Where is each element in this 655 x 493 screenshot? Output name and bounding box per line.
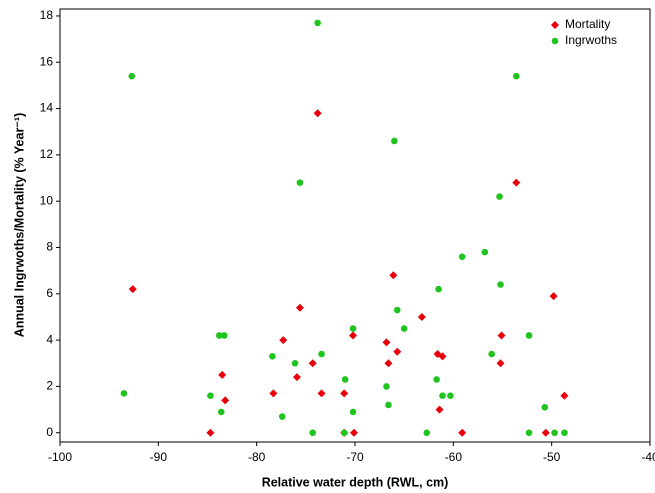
- point: [512, 72, 520, 80]
- point: [438, 352, 447, 361]
- x-tick-label: -40: [641, 450, 655, 464]
- point: [128, 72, 136, 80]
- y-tick-label: 8: [46, 240, 53, 254]
- y-axis-label: Annual Ingrwoths/Mortality (% Year⁻¹): [12, 113, 26, 337]
- point: [216, 332, 223, 339]
- point: [218, 370, 227, 379]
- point: [525, 429, 533, 437]
- point: [458, 253, 466, 261]
- point: [296, 179, 304, 186]
- point: [433, 376, 440, 383]
- point: [292, 373, 301, 382]
- x-axis-label: Relative water depth (RWL, cm): [262, 475, 449, 489]
- legend-label: Ingrwoths: [565, 33, 617, 47]
- point: [340, 389, 349, 398]
- point: [384, 359, 393, 368]
- point: [551, 429, 558, 437]
- point: [496, 359, 505, 368]
- x-tick-label: -50: [543, 450, 561, 464]
- point: [549, 292, 558, 301]
- point: [221, 396, 230, 405]
- point: [423, 429, 431, 437]
- point: [278, 413, 286, 420]
- x-tick-label: -60: [445, 450, 463, 464]
- y-tick-label: 0: [46, 425, 53, 439]
- point: [349, 325, 357, 332]
- point: [341, 376, 349, 383]
- legend-marker: [551, 21, 559, 29]
- y-tick-label: 12: [40, 147, 54, 161]
- x-tick-label: -90: [150, 450, 168, 464]
- point: [314, 19, 321, 27]
- point: [496, 193, 503, 200]
- point: [349, 408, 357, 416]
- point: [393, 347, 402, 356]
- point: [561, 429, 568, 437]
- x-tick-label: -100: [48, 450, 72, 464]
- point: [340, 429, 348, 437]
- point: [400, 325, 408, 332]
- point: [541, 428, 550, 437]
- plot-frame: [59, 8, 651, 443]
- y-tick-label: 2: [46, 379, 53, 393]
- point: [541, 403, 549, 411]
- point: [313, 109, 322, 118]
- point: [279, 336, 288, 345]
- point: [447, 392, 454, 399]
- y-tick-label: 4: [46, 332, 53, 346]
- x-tick-label: -80: [248, 450, 266, 464]
- legend-label: Mortality: [565, 17, 610, 31]
- point: [435, 285, 442, 293]
- point: [488, 350, 495, 358]
- point: [560, 391, 569, 400]
- y-tick-label: 6: [46, 286, 53, 300]
- point: [350, 428, 359, 437]
- point: [481, 248, 489, 256]
- point: [349, 331, 358, 340]
- point: [383, 383, 390, 390]
- point: [318, 350, 325, 358]
- point: [458, 428, 467, 437]
- legend-marker: [551, 37, 559, 45]
- point: [382, 338, 391, 347]
- point: [393, 306, 401, 314]
- point: [512, 178, 521, 187]
- point: [497, 331, 506, 340]
- point: [217, 408, 225, 416]
- y-tick-label: 10: [40, 193, 54, 207]
- point: [317, 389, 326, 398]
- point: [120, 390, 128, 397]
- point: [439, 392, 446, 399]
- point: [417, 312, 426, 321]
- point: [206, 428, 215, 437]
- point: [385, 401, 392, 409]
- point: [269, 353, 276, 360]
- point: [309, 429, 317, 437]
- point: [308, 359, 317, 368]
- point: [391, 137, 398, 145]
- point: [525, 332, 533, 339]
- point: [389, 271, 398, 280]
- point: [497, 281, 504, 288]
- x-tick-label: -70: [346, 450, 364, 464]
- point: [220, 332, 228, 339]
- y-tick-label: 16: [40, 54, 54, 68]
- y-tick-label: 18: [40, 8, 54, 22]
- point: [435, 405, 444, 414]
- point: [128, 285, 137, 294]
- point: [207, 392, 214, 399]
- point: [295, 303, 304, 312]
- point: [291, 359, 299, 367]
- point: [269, 389, 278, 398]
- y-tick-label: 14: [40, 101, 54, 115]
